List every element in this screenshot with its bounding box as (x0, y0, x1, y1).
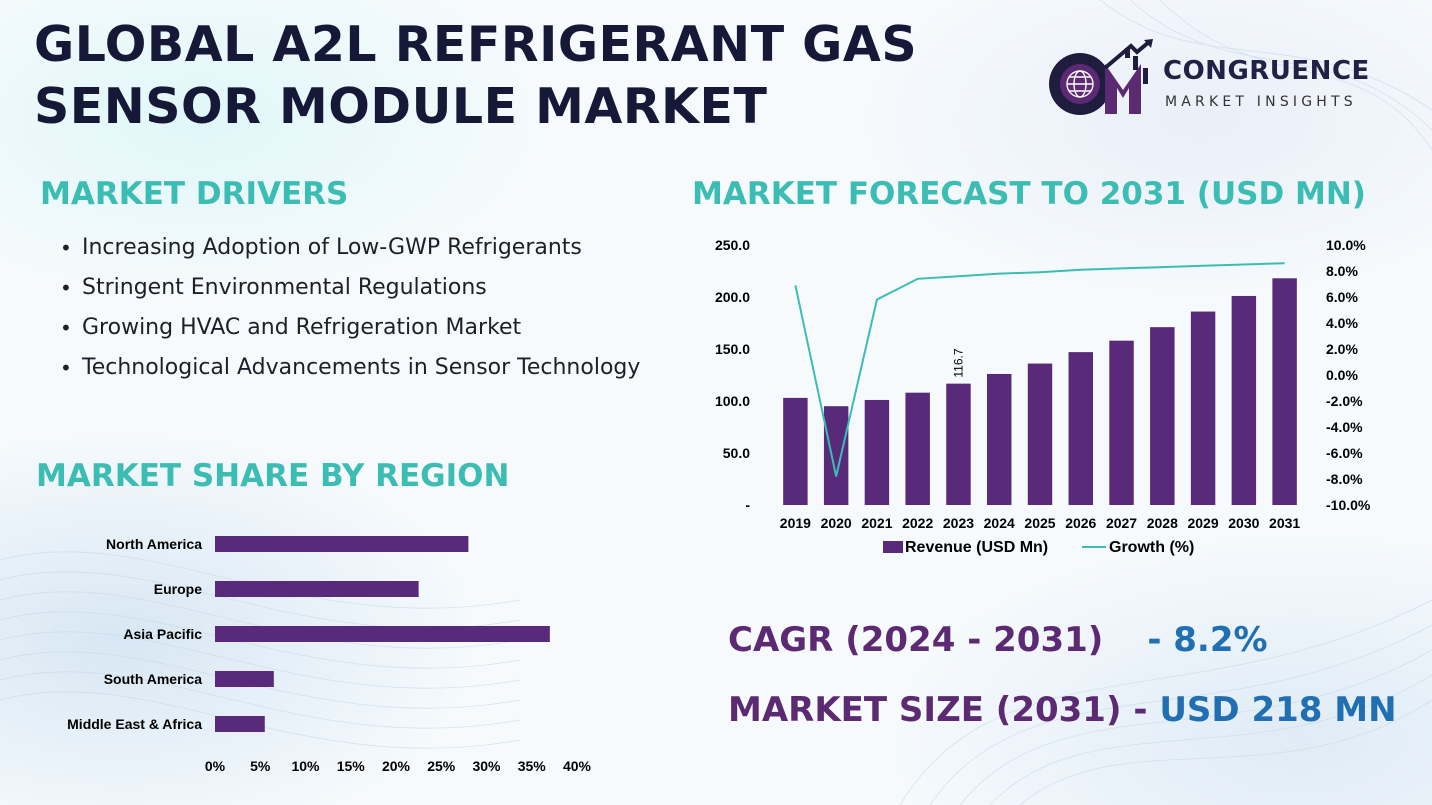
forecast-x-tick-label: 2031 (1269, 515, 1300, 531)
forecast-revenue-bar (864, 399, 890, 505)
region-label: Asia Pacific (123, 626, 202, 642)
forecast-revenue-bar (1027, 363, 1053, 505)
cagr-summary: CAGR (2024 - 2031) - 8.2% (728, 620, 1268, 660)
forecast-x-tick-label: 2019 (780, 515, 811, 531)
forecast-y-right-tick-label: 10.0% (1326, 237, 1366, 253)
forecast-revenue-bar (783, 397, 808, 505)
market-size-label: MARKET SIZE (2031) (728, 690, 1122, 730)
region-x-tick-label: 35% (518, 758, 547, 774)
logo-name: CONGRUENCE (1163, 56, 1370, 86)
forecast-y-left-tick-label: 200.0 (715, 289, 750, 305)
legend-revenue-swatch (883, 541, 903, 553)
forecast-y-right-tick-label: 2.0% (1326, 341, 1358, 357)
forecast-x-tick-label: 2030 (1228, 515, 1259, 531)
forecast-y-right-tick-label: -8.0% (1326, 471, 1363, 487)
region-x-tick-label: 5% (250, 758, 271, 774)
forecast-x-tick-label: 2022 (902, 515, 933, 531)
market-size-separator: - (1133, 690, 1148, 730)
region-bar (215, 581, 419, 597)
market-size-value: USD 218 MN (1159, 690, 1397, 730)
forecast-revenue-bar (1231, 295, 1257, 505)
legend-growth-label: Growth (%) (1109, 539, 1194, 556)
forecast-y-left-tick-label: 250.0 (715, 237, 750, 253)
forecast-x-tick-label: 2028 (1147, 515, 1178, 531)
drivers-list: Increasing Adoption of Low-GWP Refrigera… (60, 228, 674, 388)
driver-item: Increasing Adoption of Low-GWP Refrigera… (60, 228, 674, 268)
forecast-x-tick-label: 2027 (1106, 515, 1137, 531)
cagr-label: CAGR (2024 - 2031) (728, 620, 1104, 660)
region-x-tick-label: 15% (337, 758, 366, 774)
forecast-y-right-tick-label: 8.0% (1326, 263, 1358, 279)
region-heading: MARKET SHARE BY REGION (36, 458, 510, 494)
forecast-revenue-bar (1150, 327, 1175, 505)
region-x-tick-label: 30% (472, 758, 501, 774)
forecast-data-label: 116.7 (951, 348, 965, 377)
region-label: Middle East & Africa (67, 716, 202, 732)
region-bar (215, 716, 265, 732)
forecast-x-tick-label: 2029 (1187, 515, 1218, 531)
legend-revenue-label: Revenue (USD Mn) (905, 539, 1048, 556)
forecast-x-tick-label: 2026 (1065, 515, 1096, 531)
logo-subtitle: MARKET INSIGHTS (1165, 94, 1357, 110)
region-x-tick-label: 40% (563, 758, 592, 774)
forecast-revenue-bar (987, 373, 1012, 505)
forecast-y-left-tick-label: - (745, 497, 750, 513)
region-x-tick-label: 0% (205, 758, 226, 774)
region-share-chart: North America Europe Asia Pacific South Ame… (67, 536, 592, 774)
region-bar (215, 536, 469, 552)
forecast-y-left-tick-label: 50.0 (723, 445, 750, 461)
cmi-globe-logo-icon (1049, 39, 1153, 115)
forecast-revenue-bar (905, 392, 930, 505)
forecast-revenue-bar (1190, 311, 1216, 505)
forecast-chart: - 50.0 100.0 150.0 200.0 250.0 -10.0% -8.0% -6.0… (715, 237, 1371, 556)
forecast-revenue-bar (1109, 340, 1134, 505)
forecast-x-tick-label: 2021 (861, 515, 892, 531)
forecast-revenue-bar (1272, 278, 1297, 505)
region-label: Europe (154, 581, 202, 597)
forecast-y-right-tick-label: -2.0% (1326, 393, 1363, 409)
title-line-2: SENSOR MODULE MARKET (34, 78, 768, 135)
page-title: GLOBAL A2L REFRIGERANT GAS SENSOR MODULE… (34, 14, 917, 138)
region-bar (215, 626, 550, 642)
region-label: South America (104, 671, 202, 687)
forecast-y-left-tick-label: 100.0 (715, 393, 750, 409)
forecast-revenue-bar (823, 406, 849, 505)
forecast-x-tick-label: 2024 (984, 515, 1015, 531)
forecast-growth-line (794, 262, 1285, 477)
drivers-heading: MARKET DRIVERS (40, 176, 349, 212)
forecast-x-tick-label: 2025 (1024, 515, 1055, 531)
forecast-y-right-tick-label: -6.0% (1326, 445, 1363, 461)
brand-logo: CONGRUENCE MARKET INSIGHTS (1045, 38, 1395, 118)
forecast-y-right-tick-label: 4.0% (1326, 315, 1358, 331)
forecast-heading: MARKET FORECAST TO 2031 (USD MN) (692, 176, 1366, 212)
cagr-value: - 8.2% (1147, 620, 1268, 660)
driver-item: Growing HVAC and Refrigeration Market (60, 308, 674, 348)
forecast-y-right-tick-label: 0.0% (1326, 367, 1358, 383)
forecast-y-right-tick-label: -4.0% (1326, 419, 1363, 435)
forecast-revenue-bar (946, 383, 971, 505)
forecast-x-tick-label: 2023 (943, 515, 974, 531)
driver-item: Stringent Environmental Regulations (60, 268, 674, 308)
driver-item: Technological Advancements in Sensor Tec… (60, 348, 674, 388)
region-x-tick-label: 25% (427, 758, 456, 774)
title-line-1: GLOBAL A2L REFRIGERANT GAS (34, 16, 918, 73)
region-bar (215, 671, 274, 687)
region-x-tick-label: 10% (291, 758, 320, 774)
region-x-tick-label: 20% (382, 758, 411, 774)
market-size-summary: MARKET SIZE (2031) - USD 218 MN (728, 690, 1397, 730)
region-label: North America (106, 536, 202, 552)
forecast-revenue-bar (1068, 352, 1093, 505)
forecast-x-tick-label: 2020 (821, 515, 852, 531)
forecast-y-right-tick-label: 6.0% (1326, 289, 1358, 305)
forecast-y-left-tick-label: 150.0 (715, 341, 750, 357)
forecast-y-right-tick-label: -10.0% (1326, 497, 1371, 513)
